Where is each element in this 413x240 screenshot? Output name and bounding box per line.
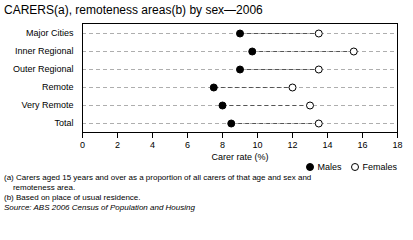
svg-text:18: 18 [392,140,402,150]
svg-text:Outer Regional: Outer Regional [13,64,74,74]
html-text:remoteness area.: remoteness area. [4,183,76,192]
svg-text:2: 2 [115,140,120,150]
svg-text:4: 4 [150,140,155,150]
svg-text:8: 8 [220,140,225,150]
svg-text:Total: Total [54,118,73,128]
html-text:Source: ABS 2006 Census of Pop: Source: ABS 2006 Census of Population an… [4,203,195,212]
svg-text:Very Remote: Very Remote [21,100,73,110]
html-text:(b) Based on place of usual re: (b) Based on place of usual residence. [4,193,141,202]
svg-text:0: 0 [80,140,85,150]
svg-text:12: 12 [287,140,297,150]
html-text:Females: Females [362,162,397,172]
svg-text:Carer rate (%): Carer rate (%) [211,152,268,162]
svg-text:Major Cities: Major Cities [26,28,74,38]
svg-text:16: 16 [357,140,367,150]
svg-text:Inner Regional: Inner Regional [15,46,74,56]
svg-text:14: 14 [322,140,332,150]
svg-text:6: 6 [185,140,190,150]
html-text:Males: Males [317,162,342,172]
html-text:CARERS(a), remoteness areas(b): CARERS(a), remoteness areas(b) by sex—20… [4,3,263,17]
svg-text:Remote: Remote [42,82,74,92]
html-text:(a) Carers aged 15 years and o: (a) Carers aged 15 years and over as a p… [4,173,312,182]
svg-text:10: 10 [252,140,262,150]
